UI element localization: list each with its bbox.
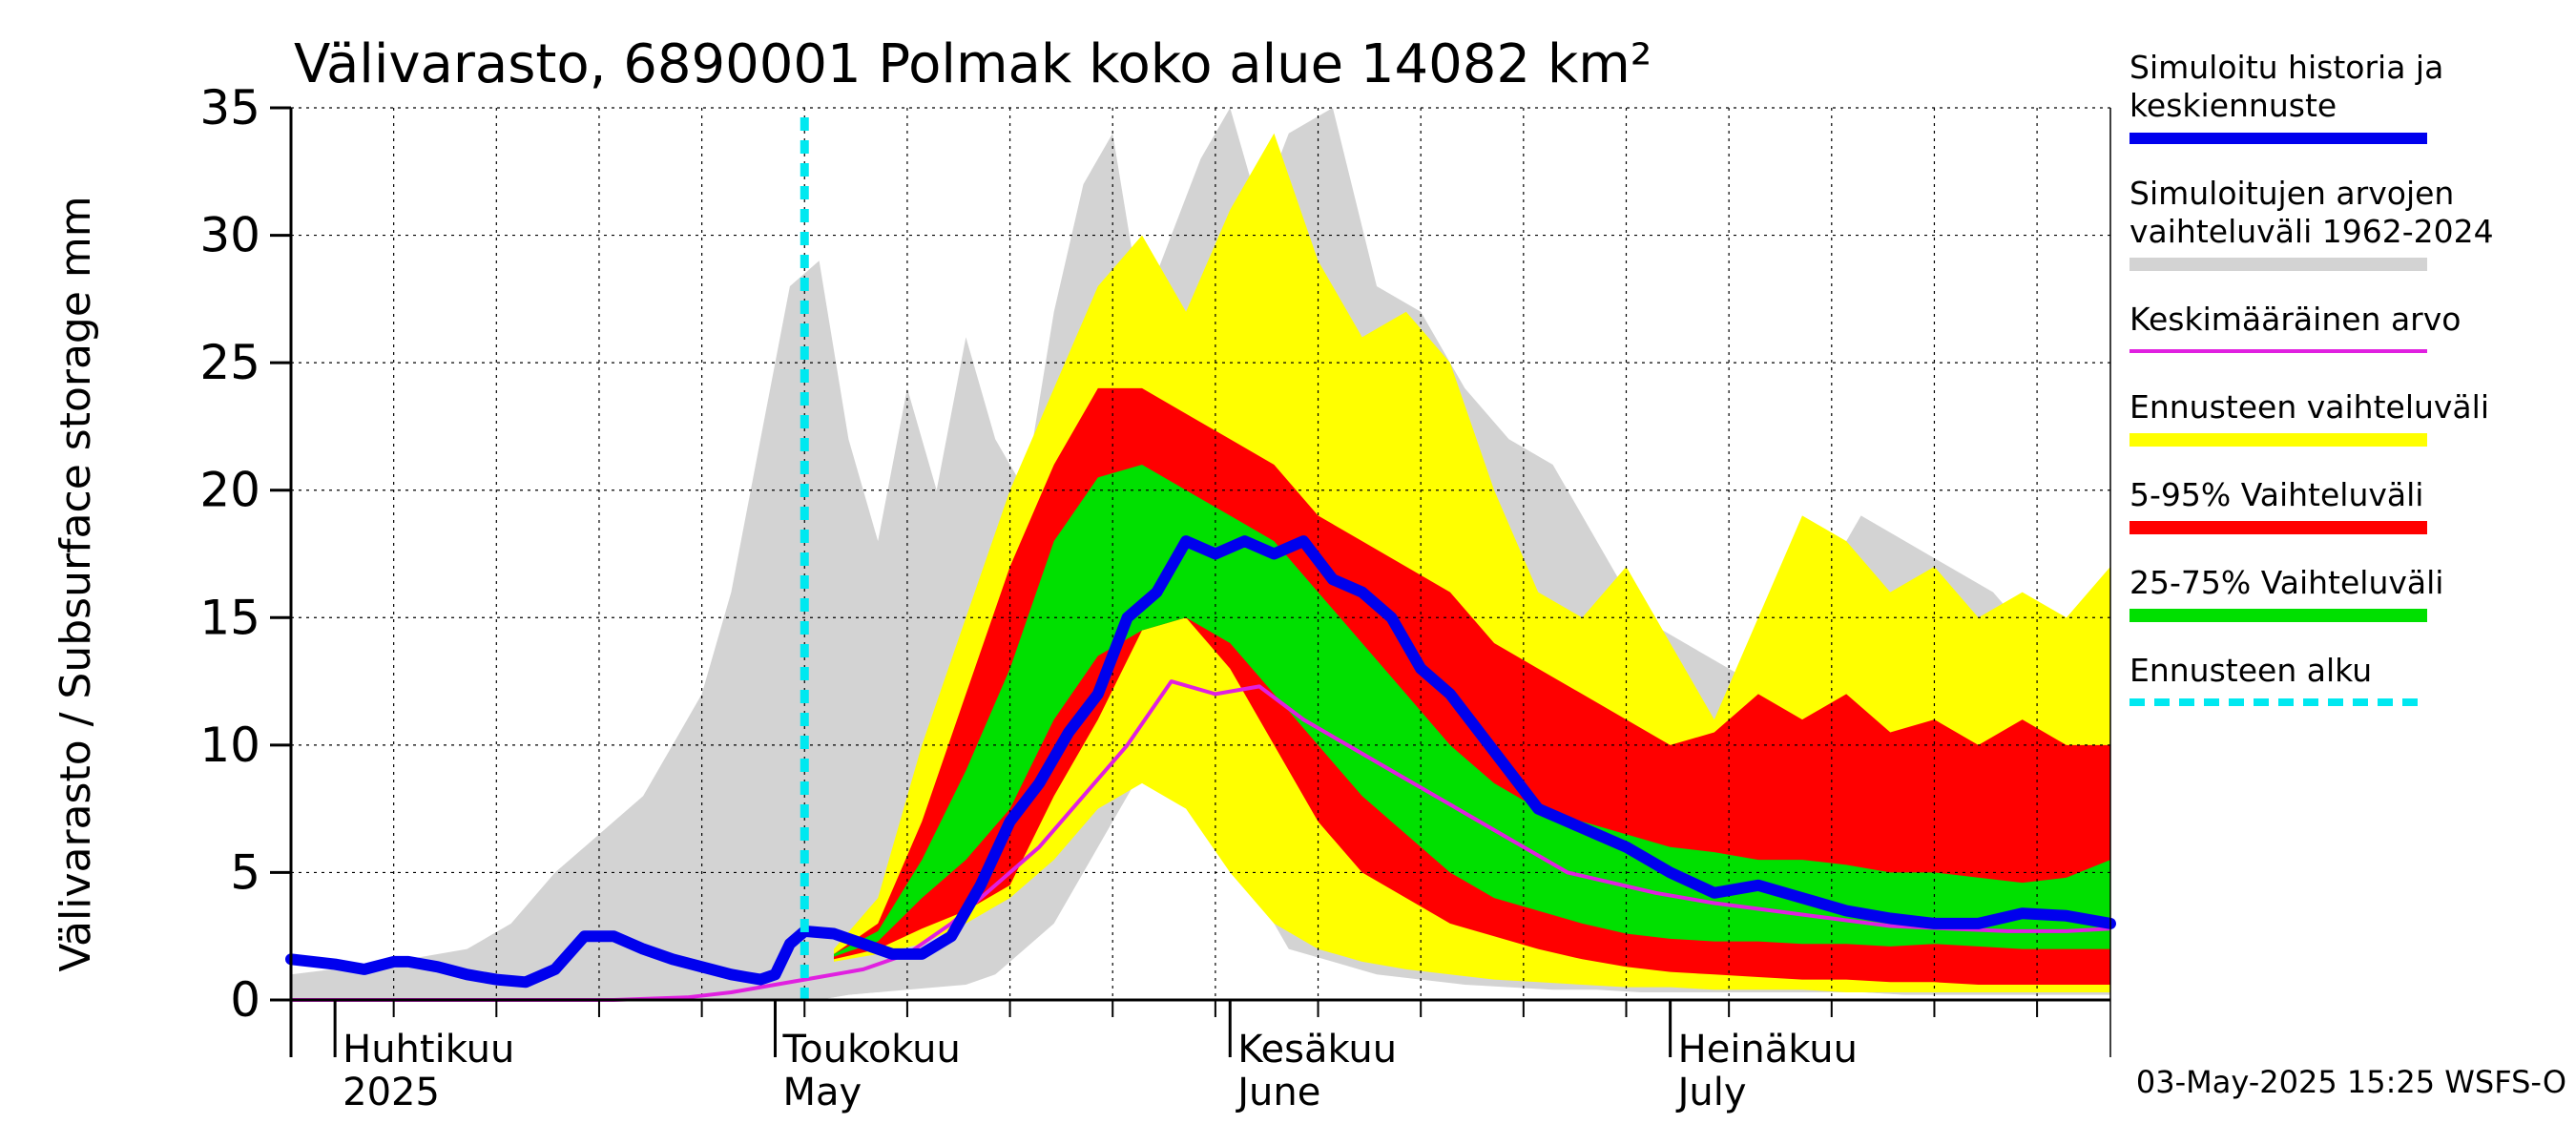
month-label-en: 2025 xyxy=(343,1071,440,1114)
axes xyxy=(289,108,2111,1057)
min-area xyxy=(291,992,2110,1000)
y-tick-labels: 0 5 10 15 20 25 30 35 xyxy=(199,80,291,1028)
x-tick-marks xyxy=(290,1000,2039,1057)
legend-label: 25-75% Vaihteluväli xyxy=(2129,564,2443,601)
legend-label: Simuloitujen arvojen xyxy=(2129,175,2454,212)
legend: Simuloitu historia jakeskiennusteSimuloi… xyxy=(2129,49,2494,706)
mean-line xyxy=(291,679,2111,1002)
plot-area xyxy=(285,107,2116,1002)
legend-item-p25-75: 25-75% Vaihteluväli xyxy=(2129,564,2443,622)
y-tick-label: 5 xyxy=(230,844,260,900)
legend-label: Simuloitu historia ja xyxy=(2129,49,2443,86)
month-label-fi: Kesäkuu xyxy=(1237,1028,1397,1072)
chart-title: Välivarasto, 6890001 Polmak koko alue 14… xyxy=(294,33,1652,95)
month-label-fi: Heinäkuu xyxy=(1678,1028,1858,1072)
footer-timestamp: 03-May-2025 15:25 WSFS-O xyxy=(2136,1064,2566,1100)
legend-swatch xyxy=(2129,433,2427,447)
y-tick-label: 0 xyxy=(230,972,260,1028)
legend-swatch xyxy=(2129,609,2427,622)
legend-swatch xyxy=(2129,258,2427,271)
grid-lines xyxy=(290,107,2110,1000)
y-tick-label: 35 xyxy=(199,80,260,135)
y-tick-label: 30 xyxy=(199,208,260,263)
y-tick-label: 20 xyxy=(199,463,260,518)
month-label-fi: Toukokuu xyxy=(782,1028,961,1072)
legend-label: 5-95% Vaihteluväli xyxy=(2129,476,2423,513)
legend-item-mean: Keskimääräinen arvo xyxy=(2129,301,2461,353)
legend-swatch xyxy=(2129,133,2427,144)
y-tick-label: 15 xyxy=(199,590,260,645)
legend-label: vaihteluväli 1962-2024 xyxy=(2129,213,2494,250)
min-band xyxy=(291,992,2110,1000)
legend-label: Ennusteen vaihteluväli xyxy=(2129,388,2489,426)
legend-item-forecast-start: Ennusteen alku xyxy=(2129,652,2427,706)
month-label-en: June xyxy=(1235,1071,1320,1114)
legend-item-forecast-range: Ennusteen vaihteluväli xyxy=(2129,388,2489,447)
legend-label: keskiennuste xyxy=(2129,87,2337,124)
month-label-en: July xyxy=(1675,1071,1747,1114)
mean-series xyxy=(291,679,2111,1002)
y-tick-label: 25 xyxy=(199,335,260,390)
legend-swatch xyxy=(2129,521,2427,534)
history-line xyxy=(285,535,2116,989)
legend-label: Keskimääräinen arvo xyxy=(2129,301,2461,338)
history-series xyxy=(285,535,2116,989)
month-label-en: May xyxy=(783,1071,862,1114)
y-axis-label: Välivarasto / Subsurface storage mm xyxy=(52,196,100,971)
legend-item-p5-95: 5-95% Vaihteluväli xyxy=(2129,476,2427,534)
legend-label: Ennusteen alku xyxy=(2129,652,2372,689)
month-label-fi: Huhtikuu xyxy=(343,1028,514,1072)
y-tick-label: 10 xyxy=(199,718,260,773)
